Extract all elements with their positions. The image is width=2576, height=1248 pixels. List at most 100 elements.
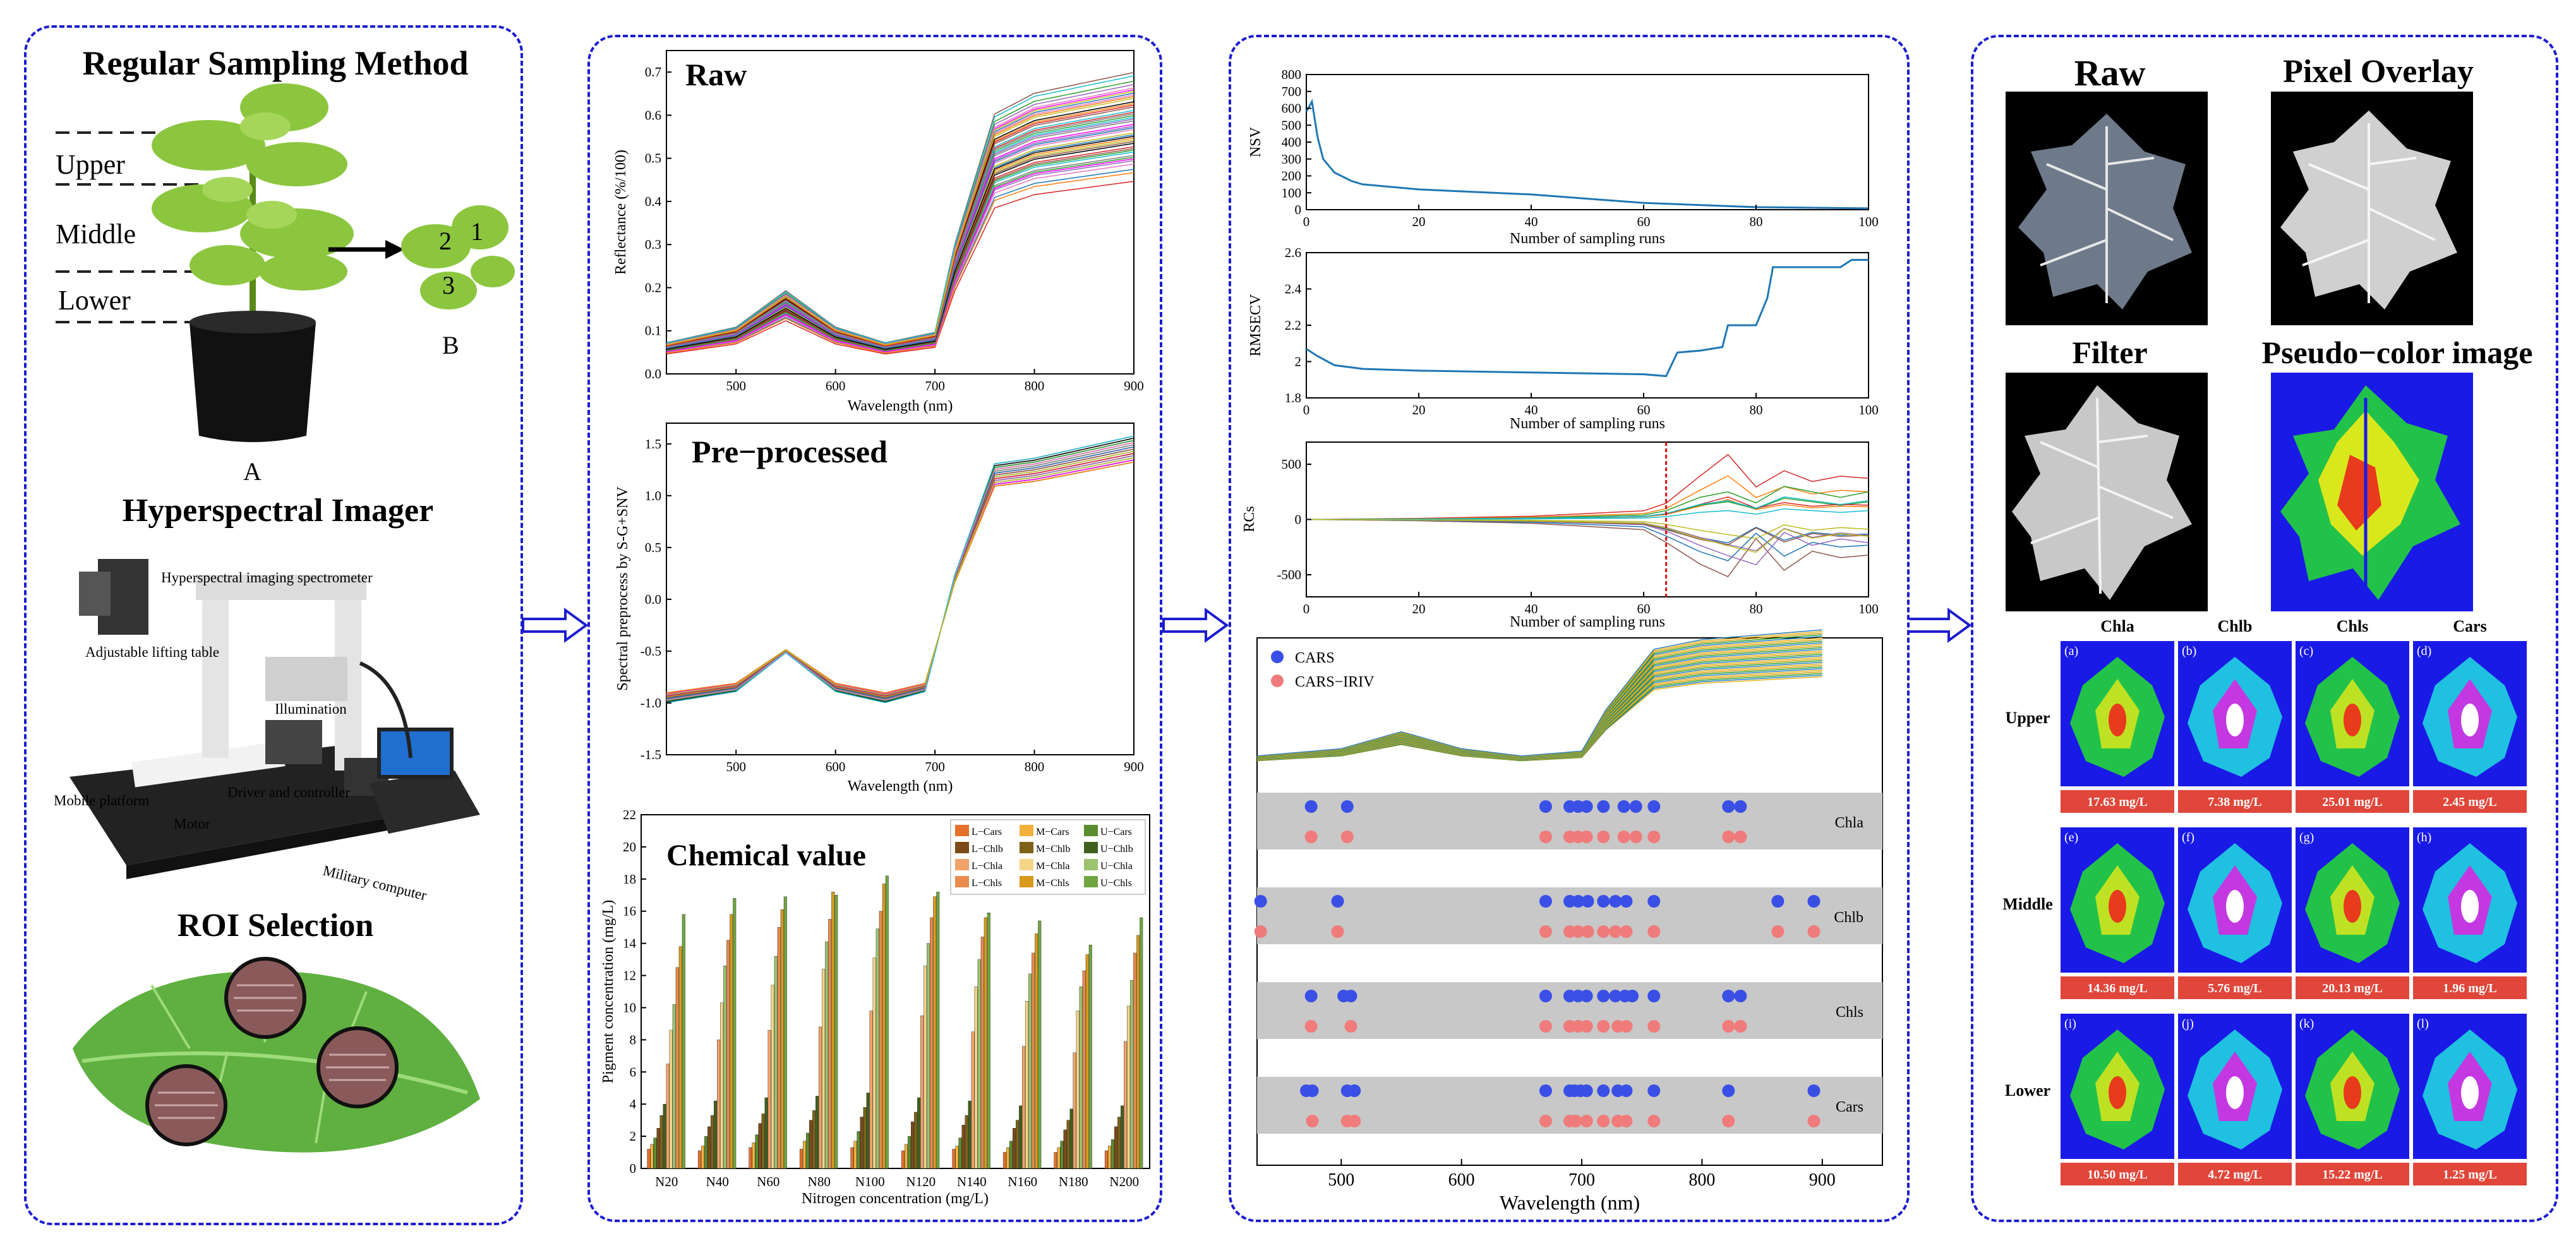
- legend-label: L−Chla: [972, 861, 1002, 872]
- chem-bar: [1038, 920, 1042, 1169]
- legend-cars-marker: [1271, 651, 1284, 663]
- chem-bar: [1035, 933, 1038, 1169]
- tomato-plant-icon: [152, 83, 354, 442]
- chem-bar: [965, 1115, 968, 1169]
- chem-bar: [764, 1097, 768, 1169]
- raw-spectrum-line: [666, 104, 1135, 347]
- x-tick-label: 800: [1688, 1170, 1715, 1190]
- chem-bar: [952, 1149, 956, 1169]
- label-lower: Lower: [58, 285, 131, 316]
- legend-label: M−Chla: [1036, 861, 1069, 872]
- x-tick-label: 900: [1809, 1170, 1836, 1190]
- label-mobile-platform: Mobile platform: [54, 793, 149, 808]
- cars-point: [1597, 1084, 1610, 1097]
- raw-spectrum-line: [666, 150, 1135, 352]
- chem-bar: [866, 1093, 870, 1169]
- value-box: [2061, 976, 2174, 999]
- cars-point: [1304, 990, 1318, 1002]
- pixel-overlay-image: [2271, 92, 2473, 325]
- cars-iriv-point: [1620, 925, 1633, 938]
- cars-iriv-point: [1807, 925, 1821, 938]
- chem-title: Chemical value: [666, 839, 866, 872]
- filter-image: [2006, 373, 2208, 611]
- chem-bar: [802, 1141, 806, 1169]
- cars-iriv-point: [1254, 925, 1267, 938]
- cars-point: [1581, 895, 1594, 908]
- chem-bar: [755, 1134, 759, 1169]
- map-letter: (g): [2299, 831, 2314, 844]
- flow-arrow-icon: [1162, 608, 1229, 643]
- x-tick-label: N180: [1059, 1174, 1088, 1189]
- chem-bar: [904, 1144, 908, 1169]
- x-tick-label: 700: [925, 759, 945, 774]
- x-tick-label: 0: [1303, 601, 1310, 616]
- title-roi: ROI Selection: [178, 908, 374, 944]
- x-tick-label: 40: [1525, 601, 1538, 616]
- cars-iriv-point: [1539, 1115, 1552, 1127]
- cars-iriv-point: [1331, 925, 1344, 938]
- chem-bar: [720, 1002, 724, 1169]
- chem-bar: [697, 1150, 701, 1169]
- rmsecv-xlabel: Number of sampling runs: [1510, 416, 1665, 432]
- y-tick-label: 4: [630, 1096, 637, 1112]
- x-tick-label: 900: [1124, 378, 1144, 393]
- legend-label: U−Chla: [1100, 861, 1133, 872]
- x-tick-label: N40: [706, 1174, 729, 1189]
- chem-bar: [812, 1110, 816, 1169]
- chem-bar: [783, 896, 787, 1169]
- legend-swatch: [1084, 859, 1098, 870]
- chem-bar: [1032, 952, 1035, 1169]
- cars-iriv-point: [1617, 831, 1630, 843]
- cars-point: [1620, 1084, 1633, 1097]
- value-box: [2296, 976, 2409, 999]
- chem-bar: [816, 1096, 819, 1169]
- chem-bar: [987, 913, 990, 1169]
- value-label: 2.45 mg/L: [2443, 795, 2497, 809]
- map-letter: (i): [2064, 1017, 2076, 1031]
- cars-point: [1597, 990, 1610, 1002]
- cars-point: [1539, 800, 1552, 813]
- chem-bar: [974, 987, 978, 1169]
- chem-ylabel: Pigment concentration (mg/L): [600, 900, 617, 1084]
- y-tick-label: 22: [623, 807, 636, 822]
- pigment-hotspot: [2344, 704, 2361, 736]
- raw-spectrum-line: [666, 118, 1135, 349]
- cars-iriv-point: [1609, 925, 1622, 938]
- y-tick-label: 2: [1295, 354, 1302, 369]
- chem-bar: [1054, 1152, 1057, 1169]
- chem-bar: [927, 943, 930, 1169]
- chem-bar: [1088, 944, 1092, 1169]
- cars-iriv-point: [1722, 1020, 1735, 1033]
- rmsecv-ticks: 0 20 40 60 80 100 1.8 2 2.2 2.4 2.6: [1285, 245, 1879, 417]
- legend-cars: CARS: [1295, 650, 1335, 666]
- chem-ticks: N20 N40 N60 N80 N100 N120 N140 N160 N180 N200 0 2 4 6…: [623, 807, 1139, 1189]
- x-tick-label: 0: [1303, 214, 1310, 229]
- raw-spectrum-line: [666, 75, 1135, 344]
- pigment-map-grid: Chla Chlb Chls Cars Upper Middle Lower (a) 17.63…: [2002, 617, 2527, 1185]
- chem-bars: [647, 875, 1143, 1169]
- cars-iriv-point: [1306, 1115, 1319, 1127]
- label-spectrometer: Hyperspectral imaging spectrometer: [161, 570, 373, 585]
- rcs-lines: [1306, 442, 1869, 597]
- raw-chart: Raw 500 600 700 800 900 0.0 0.1 0.2 0.3 0.4 0.5 0.6…: [613, 50, 1144, 414]
- rcs-chart: 0 20 40 60 80 100 -500 0 500 Number of sampling …: [1241, 441, 1879, 630]
- cars-iriv-point: [1620, 1020, 1633, 1033]
- cars-iriv-point: [1580, 1115, 1593, 1127]
- y-tick-label: 1.0: [645, 488, 661, 503]
- y-tick-label: 0.5: [645, 540, 661, 555]
- chem-bar: [1107, 1146, 1111, 1169]
- chem-bar: [799, 1149, 803, 1169]
- x-tick-label: 40: [1525, 214, 1538, 229]
- chem-bar: [767, 1029, 771, 1169]
- pre-spectrum-line: [666, 450, 1135, 698]
- chem-bar: [752, 1143, 755, 1169]
- x-tick-label: 40: [1525, 402, 1538, 417]
- legend-label: U−Chls: [1100, 878, 1132, 889]
- cars-point: [1348, 1084, 1361, 1097]
- map-letter: (a): [2064, 644, 2078, 658]
- chem-bar: [666, 1064, 670, 1169]
- legend-label: L−Cars: [972, 827, 1002, 837]
- cars-iriv-point: [1304, 831, 1318, 843]
